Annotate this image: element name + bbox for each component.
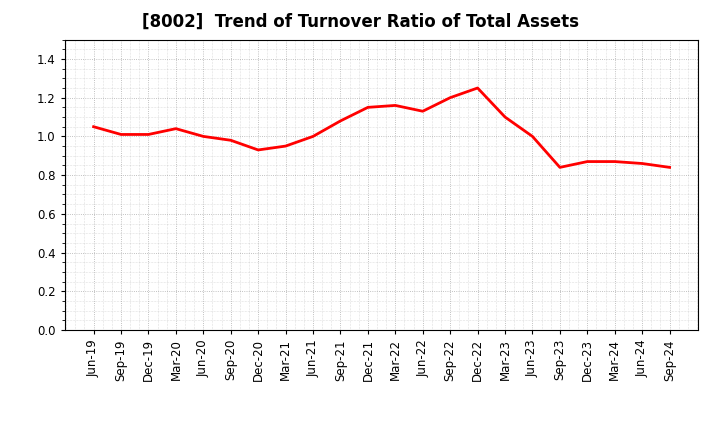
Text: [8002]  Trend of Turnover Ratio of Total Assets: [8002] Trend of Turnover Ratio of Total … [142, 13, 578, 31]
